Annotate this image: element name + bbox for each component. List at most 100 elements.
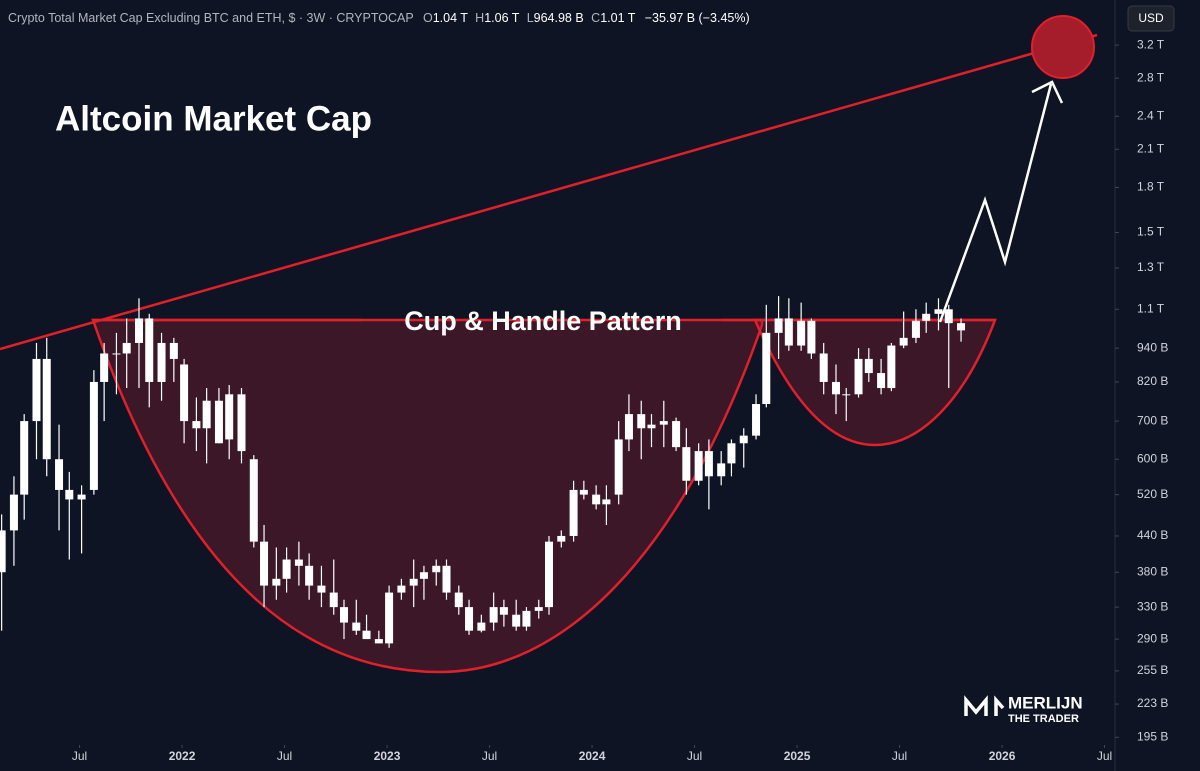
- candle-body: [42, 358, 51, 460]
- candle-body: [32, 358, 41, 422]
- x-tick-label: 2026: [989, 749, 1016, 763]
- candle-body: [454, 592, 463, 608]
- projection-arrow: [938, 83, 1053, 323]
- y-tick-label: 1.5 T: [1137, 225, 1165, 239]
- candle-body: [727, 443, 736, 464]
- y-tick-label: 600 B: [1137, 451, 1168, 465]
- candle-body: [637, 414, 646, 429]
- candle-body: [385, 592, 394, 644]
- candle-body: [807, 320, 816, 354]
- y-tick-label: 195 B: [1137, 729, 1168, 743]
- candle-body: [672, 421, 681, 448]
- candle-body: [694, 451, 703, 481]
- x-tick-label: 2023: [374, 749, 401, 763]
- x-tick-label: 2024: [579, 749, 606, 763]
- watermark-name: MERLIJN: [1008, 693, 1083, 712]
- x-tick-label: Jul: [277, 749, 292, 763]
- projection: [938, 15, 1095, 323]
- candle-body: [419, 572, 428, 579]
- candle-body: [157, 342, 166, 382]
- candle-body: [512, 614, 521, 627]
- candle-body: [614, 439, 623, 495]
- candle-body: [899, 337, 908, 346]
- candle-body: [180, 364, 189, 422]
- candle-body: [374, 639, 383, 644]
- candle-body: [797, 320, 806, 346]
- candle-body: [237, 394, 246, 452]
- x-tick-label: Jul: [687, 749, 702, 763]
- candle-body: [89, 381, 98, 490]
- ohlc-value: 1.01 T: [600, 11, 636, 25]
- candle-body: [225, 394, 234, 440]
- y-tick-label: 820 B: [1137, 374, 1168, 388]
- currency-button[interactable]: [1127, 5, 1175, 32]
- candle-body: [100, 353, 109, 382]
- header: Crypto Total Market Cap Excluding BTC an…: [8, 11, 750, 25]
- candle-body: [887, 345, 896, 389]
- candle-body: [704, 451, 713, 477]
- candle-body: [489, 607, 498, 623]
- candle-body: [682, 447, 691, 481]
- candle-body: [739, 435, 748, 444]
- candle-body: [329, 592, 338, 608]
- x-tick-label: Jul: [482, 749, 497, 763]
- y-tick-label: 520 B: [1137, 487, 1168, 501]
- candle-body: [534, 607, 543, 611]
- candle-body: [592, 494, 601, 505]
- watermark: MERLIJN THE TRADER: [964, 693, 1083, 725]
- candle-body: [20, 421, 29, 495]
- y-tick-label: 1.8 T: [1137, 180, 1165, 194]
- y-tick-label: 223 B: [1137, 696, 1168, 710]
- candle-body: [784, 318, 793, 346]
- candle-body: [214, 400, 223, 444]
- candle-body: [282, 559, 291, 579]
- candle-body: [442, 565, 451, 593]
- candle-body: [819, 353, 828, 382]
- candle-body: [477, 622, 486, 631]
- candles: [0, 296, 966, 648]
- candle-body: [192, 421, 201, 429]
- candle-body: [249, 459, 258, 542]
- candle-body: [77, 494, 86, 500]
- candle-body: [134, 318, 143, 343]
- currency-label[interactable]: USD: [1138, 11, 1164, 25]
- candle-body: [432, 565, 441, 573]
- candle-body: [522, 610, 531, 627]
- candle-body: [647, 424, 656, 429]
- candle-body: [397, 585, 406, 593]
- candle-body: [762, 332, 771, 405]
- y-tick-label: 290 B: [1137, 631, 1168, 645]
- watermark-logo: [964, 695, 1005, 716]
- y-tick-label: 700 B: [1137, 413, 1168, 427]
- candle-body: [957, 323, 966, 331]
- y-tick-label: 3.2 T: [1137, 37, 1165, 51]
- candle-body: [624, 414, 633, 440]
- x-tick-label: Jul: [1097, 749, 1112, 763]
- candle-body: [362, 630, 371, 640]
- candle-body: [557, 535, 566, 542]
- y-tick-label: 330 B: [1137, 599, 1168, 613]
- candle-body: [579, 489, 588, 495]
- candle-body: [752, 404, 761, 436]
- candle-body: [544, 541, 553, 608]
- candle-body: [717, 463, 726, 477]
- candle-body: [831, 381, 840, 395]
- candle-body: [774, 318, 783, 333]
- candle-body: [944, 309, 953, 324]
- candle-body: [122, 342, 131, 354]
- candle-body: [260, 541, 269, 586]
- candle-body: [145, 318, 154, 382]
- y-tick-label: 2.1 T: [1137, 141, 1165, 155]
- candle-body: [877, 373, 886, 389]
- candle-body: [569, 489, 578, 536]
- ohlc-value: 1.04 T: [433, 11, 469, 25]
- candle-body: [659, 421, 668, 425]
- candle-body: [409, 578, 418, 586]
- y-tick-label: 440 B: [1137, 528, 1168, 542]
- change: −35.97 B (−3.45%): [645, 11, 750, 25]
- annotation: Cup & Handle Pattern: [404, 306, 682, 336]
- y-tick-label: 2.4 T: [1137, 108, 1165, 122]
- x-tick-label: Jul: [892, 749, 907, 763]
